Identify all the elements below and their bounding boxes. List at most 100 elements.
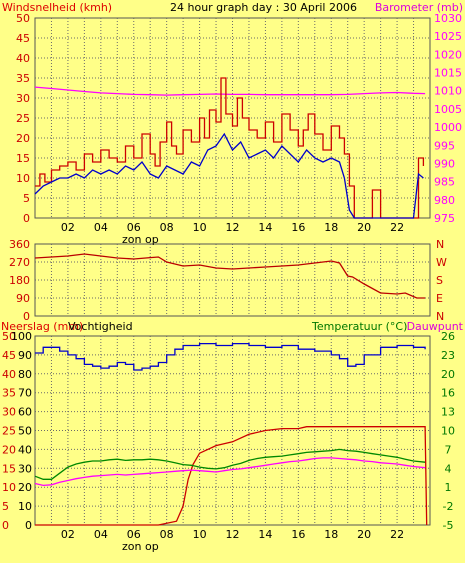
rain-x-tick-20: 20 <box>357 528 371 541</box>
barometer-y-tick-980: 980 <box>434 194 455 207</box>
direction-compass-S-2: S <box>436 274 443 287</box>
wind-y-tick-0: 0 <box>23 212 30 225</box>
humidity-y-tick-10: 10 <box>18 500 32 513</box>
wind-axis-label: Windsnelheid (kmh) <box>2 1 112 14</box>
rain-x-tick-16: 16 <box>291 528 305 541</box>
rain-x-tick-08: 08 <box>160 528 174 541</box>
rain-y-tick-40: 40 <box>2 368 16 381</box>
humidity-y-tick-100: 100 <box>11 330 32 343</box>
temperature-y-tick--2: -2 <box>443 500 454 513</box>
wind-y-tick-5: 5 <box>23 192 30 205</box>
temperature-axis-label: Temperatuur (°C) <box>311 320 407 333</box>
wind-x-tick-22: 22 <box>390 221 404 234</box>
barometer-y-tick-990: 990 <box>434 157 455 170</box>
rain-y-tick-30: 30 <box>2 406 16 419</box>
humidity-y-tick-40: 40 <box>18 443 32 456</box>
wind-y-tick-50: 50 <box>16 12 30 25</box>
humidity-y-tick-90: 90 <box>18 349 32 362</box>
rain-x-tick-04: 04 <box>94 528 108 541</box>
temperature-y-tick-23: 23 <box>441 349 455 362</box>
wind-x-tick-18: 18 <box>324 221 338 234</box>
barometer-y-tick-975: 975 <box>434 212 455 225</box>
rain-line <box>35 426 428 526</box>
rain-y-tick-0: 0 <box>2 519 9 532</box>
wind-x-tick-12: 12 <box>226 221 240 234</box>
wind-y-tick-25: 25 <box>16 112 30 125</box>
direction-compass-N-4: N <box>436 310 444 323</box>
rain-y-tick-5: 5 <box>2 500 9 513</box>
barometer-axis-label: Barometer (mb) <box>375 1 463 14</box>
wind-x-tick-04: 04 <box>94 221 108 234</box>
wind-x-tick-16: 16 <box>291 221 305 234</box>
rain-x-tick-06: 06 <box>127 528 141 541</box>
barometer-y-tick-1010: 1010 <box>434 85 462 98</box>
humidity-line <box>35 342 426 371</box>
temperature-y-tick--5: -5 <box>443 519 454 532</box>
dewpoint-line <box>34 457 426 487</box>
direction-compass-W-1: W <box>436 256 447 269</box>
barometer-y-tick-1000: 1000 <box>434 121 462 134</box>
barometer-y-tick-1020: 1020 <box>434 48 462 61</box>
humidity-y-tick-80: 80 <box>18 368 32 381</box>
direction-compass-N-0: N <box>436 238 444 251</box>
humidity-y-tick-50: 50 <box>18 425 32 438</box>
barometer-y-tick-985: 985 <box>434 176 455 189</box>
direction-y-tick-90: 90 <box>16 292 30 305</box>
rain-x-tick-12: 12 <box>226 528 240 541</box>
dewpoint-axis-label: Dauwpunt <box>407 320 464 333</box>
rain-x-tick-10: 10 <box>193 528 207 541</box>
barometer-y-tick-1030: 1030 <box>434 12 462 25</box>
wind-gust-line <box>35 77 425 219</box>
rain-y-tick-20: 20 <box>2 443 16 456</box>
rain-x-tick-18: 18 <box>324 528 338 541</box>
temperature-y-tick-1: 1 <box>445 481 452 494</box>
rain-y-tick-15: 15 <box>2 462 16 475</box>
wind-y-tick-20: 20 <box>16 132 30 145</box>
rain-y-tick-25: 25 <box>2 425 16 438</box>
rain-y-tick-50: 50 <box>2 330 16 343</box>
wind-panel: 0510152025303540455097598098599099510001… <box>16 12 462 234</box>
rain-plot-area <box>34 335 431 526</box>
temperature-y-tick-7: 7 <box>445 443 452 456</box>
humidity-axis-label: Vochtigheid <box>68 320 133 333</box>
wind-x-tick-20: 20 <box>357 221 371 234</box>
rain-y-tick-45: 45 <box>2 349 16 362</box>
temperature-y-tick-13: 13 <box>441 406 455 419</box>
wind-y-tick-30: 30 <box>16 92 30 105</box>
temperature-y-tick-16: 16 <box>441 387 455 400</box>
wind-y-tick-15: 15 <box>16 152 30 165</box>
humidity-y-tick-70: 70 <box>18 387 32 400</box>
temperature-y-tick-26: 26 <box>441 330 455 343</box>
wind-x-tick-08: 08 <box>160 221 174 234</box>
humidity-y-tick-60: 60 <box>18 406 32 419</box>
wind-y-tick-10: 10 <box>16 172 30 185</box>
barometer-y-tick-1025: 1025 <box>434 30 462 43</box>
rain-humidity-temperature-panel: 0510152025303540455001020304050607080901… <box>2 330 455 541</box>
direction-compass-E-3: E <box>436 292 443 305</box>
rain-axis-label: Neerslag (mm) <box>1 320 83 333</box>
humidity-y-tick-0: 0 <box>25 519 32 532</box>
wind-x-tick-10: 10 <box>193 221 207 234</box>
direction-y-tick-0: 0 <box>23 310 30 323</box>
sunrise-label-rain: zon op <box>122 540 159 553</box>
direction-y-tick-360: 360 <box>9 238 30 251</box>
direction-y-tick-180: 180 <box>9 274 30 287</box>
wind-average-line <box>34 132 424 219</box>
sunrise-label-wind: zon op <box>122 233 159 246</box>
rain-x-tick-14: 14 <box>258 528 272 541</box>
temperature-y-tick-4: 4 <box>445 462 452 475</box>
wind-x-tick-14: 14 <box>258 221 272 234</box>
wind-y-tick-40: 40 <box>16 52 30 65</box>
rain-y-tick-35: 35 <box>2 387 16 400</box>
wind-x-tick-02: 02 <box>61 221 75 234</box>
temperature-y-tick-10: 10 <box>441 425 455 438</box>
wind-y-tick-45: 45 <box>16 32 30 45</box>
rain-y-tick-10: 10 <box>2 481 16 494</box>
humidity-y-tick-20: 20 <box>18 481 32 494</box>
wind-y-tick-35: 35 <box>16 72 30 85</box>
temperature-y-tick-20: 20 <box>441 368 455 381</box>
barometer-y-tick-1005: 1005 <box>434 103 462 116</box>
